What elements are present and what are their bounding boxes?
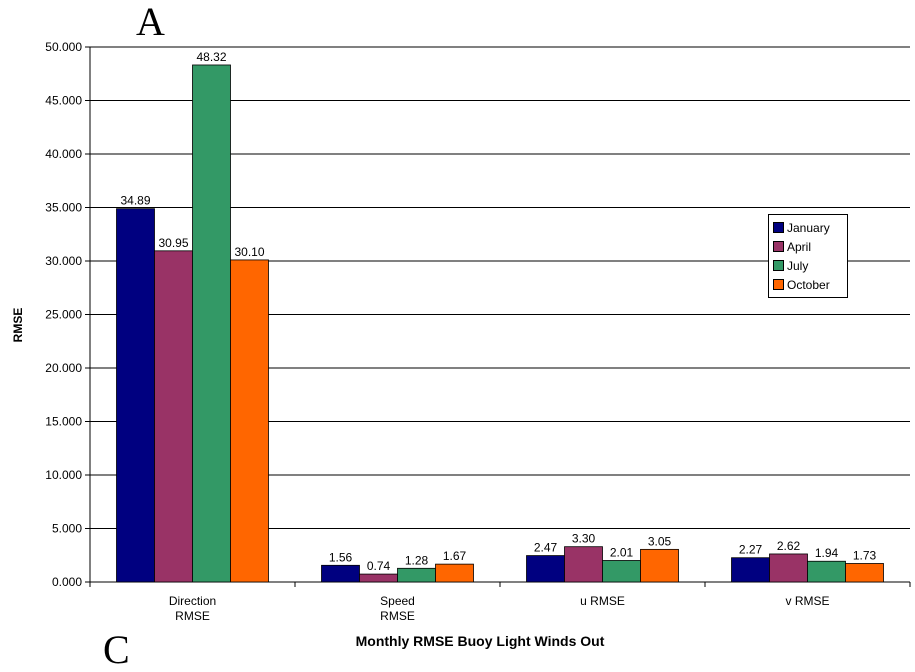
bar-april (359, 573, 398, 583)
bar-january (116, 208, 155, 583)
bar-january (731, 557, 770, 583)
bar-january (321, 564, 360, 583)
bar-july (602, 560, 641, 583)
legend-label: October (787, 277, 830, 292)
y-tick-label: 35.000 (45, 201, 82, 215)
y-tick-label: 25.000 (45, 308, 82, 322)
legend-item: April (773, 237, 843, 256)
y-tick-label: 40.000 (45, 147, 82, 161)
data-label: 1.94 (815, 546, 839, 560)
y-tick-label: 15.000 (45, 415, 82, 429)
legend-item: July (773, 256, 843, 275)
x-tick-label: Direction (169, 594, 216, 608)
data-label: 3.05 (648, 534, 672, 548)
data-label: 1.73 (853, 548, 877, 562)
legend-item: January (773, 218, 843, 237)
bar-october (230, 259, 269, 583)
data-label: 30.10 (234, 245, 264, 259)
bar-april (564, 546, 603, 583)
legend-swatch (773, 279, 784, 290)
x-tick-label: RMSE (175, 609, 210, 623)
x-tick-label: u RMSE (580, 594, 625, 608)
data-label: 34.89 (120, 194, 150, 208)
legend-swatch (773, 222, 784, 233)
legend-swatch (773, 241, 784, 252)
legend-swatch (773, 260, 784, 271)
y-tick-label: 10.000 (45, 468, 82, 482)
x-tick-label: Speed (380, 594, 415, 608)
data-label: 2.62 (777, 539, 801, 553)
y-tick-label: 45.000 (45, 94, 82, 108)
data-label: 2.27 (739, 543, 763, 557)
data-label: 3.30 (572, 532, 596, 546)
y-tick-label: 30.000 (45, 254, 82, 268)
bar-january (526, 555, 565, 583)
legend-label: April (787, 239, 812, 254)
bar-july (807, 560, 846, 583)
data-label: 1.67 (443, 549, 467, 563)
bar-april (154, 250, 193, 583)
data-label: 1.56 (329, 550, 353, 564)
bar-april (769, 553, 808, 583)
x-axis-label: Monthly RMSE Buoy Light Winds Out (355, 633, 605, 649)
data-label: 48.32 (196, 50, 226, 64)
x-tick-label: RMSE (380, 609, 415, 623)
legend-label: July (787, 258, 809, 273)
y-axis-label: RMSE (11, 307, 25, 343)
bar-july (397, 567, 436, 583)
y-tick-label: 20.000 (45, 361, 82, 375)
chart-canvas: 0.000 5.000 10.000 15.000 20.000 25.000 30.000… (45, 40, 911, 623)
data-label: 1.28 (405, 553, 429, 567)
legend: January April July October (768, 214, 848, 298)
legend-label: January (787, 220, 830, 235)
panel-letter-top: A (136, 0, 165, 44)
data-label: 0.74 (367, 559, 391, 573)
panel-letter-bottom: C (103, 627, 130, 672)
y-tick-label: 50.000 (45, 40, 82, 54)
legend-item: October (773, 275, 843, 294)
bar-october (845, 563, 884, 583)
chart: A 0.000 5.000 10.000 15.000 20.000 25.000 30.0… (11, 0, 911, 670)
bar-july (192, 64, 231, 583)
x-tick-label: v RMSE (785, 594, 829, 608)
data-label: 2.47 (534, 541, 558, 555)
y-tick-label: 5.000 (52, 522, 82, 536)
bar-october (435, 563, 474, 583)
bar-october (640, 548, 679, 583)
y-tick-label: 0.000 (52, 575, 82, 589)
data-label: 30.95 (158, 236, 188, 250)
data-label: 2.01 (610, 545, 634, 559)
